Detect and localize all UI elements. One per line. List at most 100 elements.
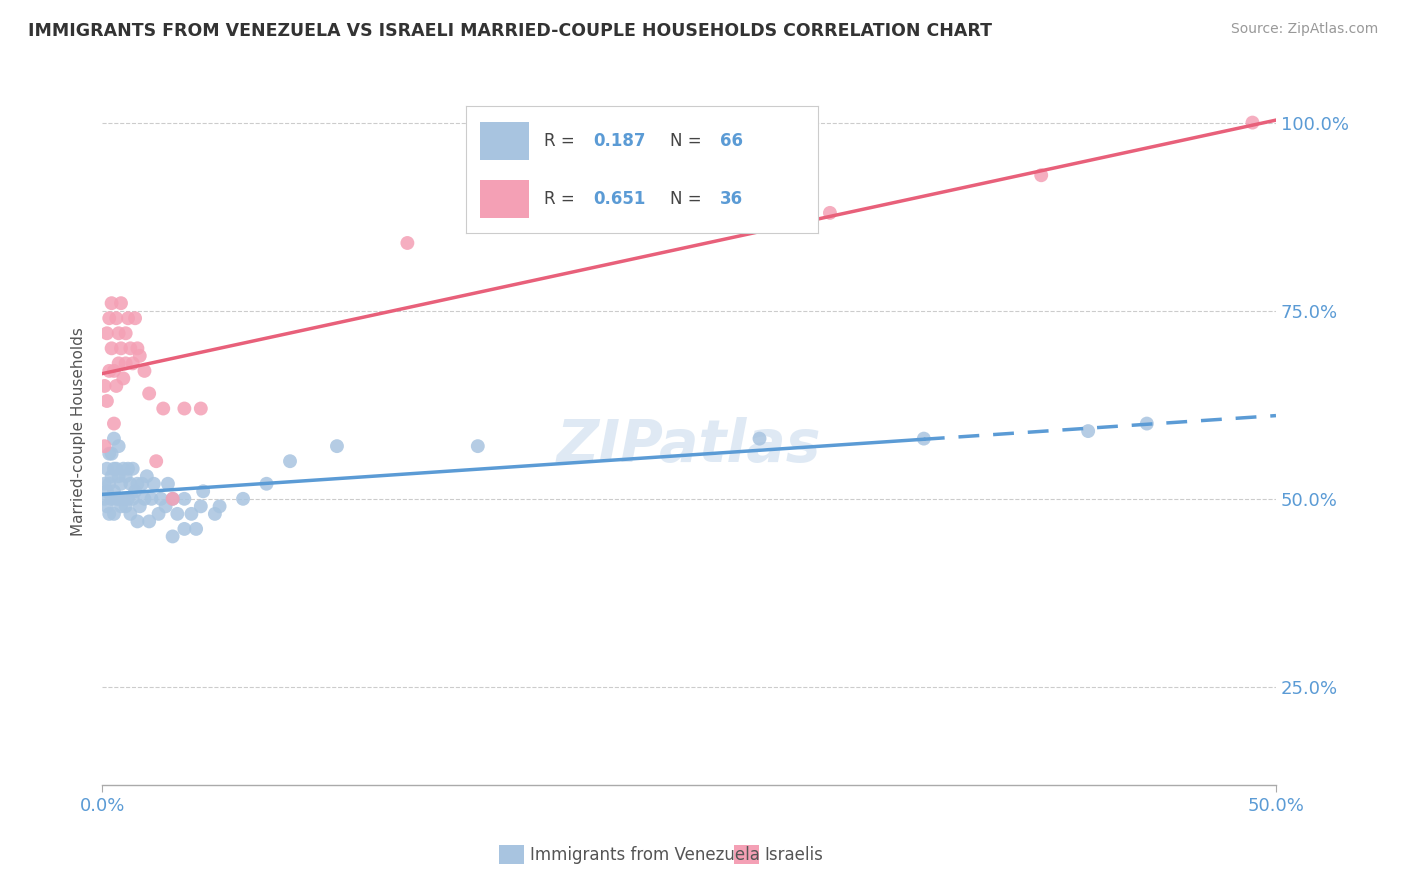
Point [152,401,174,416]
Point [93,379,115,393]
Point [100,296,122,310]
Point [162,529,184,543]
Point [138,386,160,401]
Point [98,364,121,378]
Point [114,469,136,483]
Point [173,522,195,536]
Point [148,507,170,521]
Point [117,461,139,475]
Point [142,476,165,491]
Point [110,296,132,310]
Point [110,500,132,514]
Point [131,476,153,491]
Point [117,311,139,326]
Point [162,491,184,506]
Point [107,469,129,483]
Point [1136,417,1159,431]
Point [105,491,128,506]
Point [208,500,231,514]
Point [98,311,121,326]
Point [103,507,125,521]
Text: IMMIGRANTS FROM VENEZUELA VS ISRAELI MARRIED-COUPLE HOUSEHOLDS CORRELATION CHART: IMMIGRANTS FROM VENEZUELA VS ISRAELI MAR… [28,22,993,40]
Point [127,515,149,529]
Point [105,461,128,475]
Point [120,476,142,491]
Point [112,491,135,506]
Point [121,461,143,475]
Point [124,484,146,499]
Point [105,379,128,393]
Point [180,507,202,521]
Text: Immigrants from Venezuela: Immigrants from Venezuela [530,846,759,863]
Point [1077,424,1099,438]
Point [96,484,118,499]
Point [166,507,188,521]
Point [128,500,150,514]
Point [120,507,142,521]
Point [127,476,149,491]
Point [117,491,139,506]
Point [1241,115,1264,129]
Point [98,476,121,491]
Point [135,469,157,483]
Point [467,439,489,453]
Point [100,469,122,483]
Point [112,371,135,385]
Point [149,491,172,506]
Point [141,491,163,506]
Point [120,342,142,356]
Point [98,507,121,521]
Point [114,356,136,370]
Point [190,401,212,416]
Point [103,432,125,446]
Text: Source: ZipAtlas.com: Source: ZipAtlas.com [1230,22,1378,37]
Point [256,476,278,491]
Point [138,515,160,529]
Point [107,326,129,341]
Point [107,356,129,370]
Point [396,235,419,250]
Point [134,491,156,506]
Point [162,491,184,506]
Point [121,356,143,370]
Point [103,417,125,431]
Point [114,326,136,341]
Point [326,439,349,453]
Point [173,401,195,416]
Point [127,342,149,356]
Text: ZIPatlas: ZIPatlas [557,417,821,474]
Point [103,484,125,499]
Point [173,491,195,506]
Point [96,461,118,475]
Point [105,311,128,326]
Point [232,491,254,506]
Point [748,432,770,446]
Point [112,461,135,475]
Point [100,491,122,506]
Point [110,342,132,356]
Point [96,500,118,514]
Point [912,432,935,446]
Point [107,439,129,453]
Point [128,349,150,363]
Point [124,311,146,326]
Point [190,500,212,514]
Point [93,439,115,453]
Point [156,476,179,491]
Point [100,342,122,356]
Point [818,206,841,220]
Point [145,454,167,468]
Point [93,491,115,506]
Point [96,394,118,409]
Point [107,491,129,506]
Point [204,507,226,521]
Point [110,476,132,491]
Point [114,500,136,514]
Text: Israelis: Israelis [765,846,824,863]
Point [103,461,125,475]
Point [100,447,122,461]
Point [155,500,177,514]
Point [191,484,214,499]
Point [278,454,301,468]
Point [134,364,156,378]
